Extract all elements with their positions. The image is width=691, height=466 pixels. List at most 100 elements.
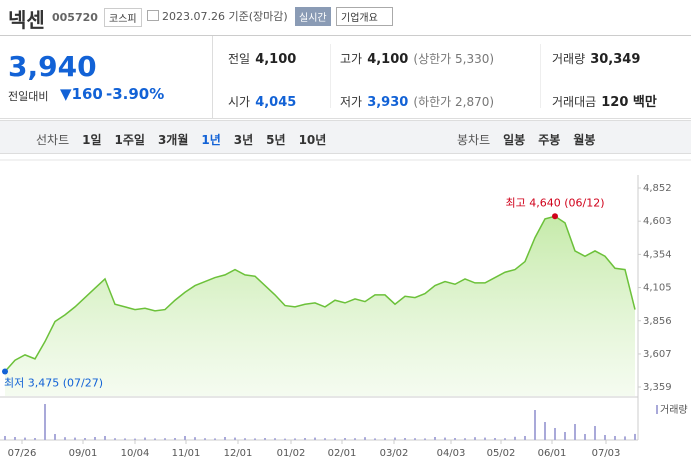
divider <box>540 44 541 108</box>
volume-bar <box>514 436 516 440</box>
volume-bar <box>554 428 556 440</box>
volume-bar <box>564 432 566 440</box>
tab[interactable]: 3개월 <box>157 133 189 147</box>
volume-bar <box>144 437 146 440</box>
volume-bar <box>24 437 26 440</box>
x-tick-label: 06/01 <box>538 448 567 459</box>
volume-bar <box>94 437 96 440</box>
volume-bar <box>504 438 506 440</box>
volume-bar <box>604 435 606 440</box>
realtime-button[interactable]: 실시간 <box>295 7 331 26</box>
tab[interactable]: 5년 <box>266 133 286 147</box>
volume-bar <box>314 437 316 440</box>
y-tick-label: 4,852 <box>643 183 672 194</box>
volume-bar <box>544 422 546 440</box>
change-value: 160 <box>71 85 103 103</box>
divider <box>212 36 213 118</box>
tab[interactable]: 1년 <box>201 133 221 147</box>
y-tick-label: 3,359 <box>643 382 672 393</box>
volume-bar <box>534 410 536 440</box>
tab[interactable]: 1일 <box>82 133 102 147</box>
x-tick-label: 01/02 <box>277 448 306 459</box>
market-badge: 코스피 <box>104 8 142 27</box>
volume-bar <box>264 438 266 440</box>
quote-value: 30,349 <box>590 52 641 67</box>
annotation: 최고 4,640 (06/12) <box>505 196 604 209</box>
quote-value: 4,100 <box>255 52 297 67</box>
change-label: 전일대비 <box>8 90 49 103</box>
quote-cell: 고가 4,100 (상한가 5,330) <box>340 48 494 67</box>
current-price: 3,940 <box>8 50 97 83</box>
volume-bar <box>214 438 216 440</box>
y-tick-label: 4,354 <box>643 249 672 260</box>
volume-bar <box>44 404 46 440</box>
x-tick-label: 09/01 <box>69 448 98 459</box>
x-tick-label: 02/01 <box>328 448 357 459</box>
volume-bar <box>224 437 226 440</box>
tab[interactable]: 일봉 <box>503 133 526 147</box>
tab[interactable]: 1주일 <box>114 133 145 147</box>
y-tick-label: 3,856 <box>643 316 672 327</box>
volume-bar <box>614 436 616 440</box>
company-dropdown[interactable]: 기업개요 <box>336 7 393 26</box>
calendar-icon <box>147 10 159 21</box>
quote-cell: 시가 4,045 <box>228 91 296 110</box>
volume-bar <box>134 438 136 440</box>
volume-bar <box>124 438 126 440</box>
volume-bar <box>34 438 36 440</box>
x-tick-label: 04/03 <box>437 448 466 459</box>
volume-bar <box>454 438 456 440</box>
volume-bar <box>254 438 256 440</box>
extreme-dot <box>2 368 8 375</box>
tab[interactable]: 월봉 <box>573 133 596 147</box>
tab[interactable]: 3년 <box>233 133 254 147</box>
volume-bar <box>414 438 416 440</box>
volume-bar <box>114 438 116 440</box>
tab[interactable]: 주봉 <box>538 133 561 147</box>
volume-bar <box>464 438 466 440</box>
volume-bar <box>274 438 276 440</box>
x-tick-label: 12/01 <box>224 448 253 459</box>
volume-bar <box>384 438 386 440</box>
volume-bar <box>104 436 106 440</box>
quote-value: 4,045 <box>255 95 297 110</box>
volume-legend-swatch <box>656 405 658 414</box>
volume-bar <box>244 438 246 440</box>
volume-bar <box>64 437 66 440</box>
volume-bar <box>394 437 396 440</box>
volume-bar <box>344 438 346 440</box>
volume-bar <box>434 437 436 440</box>
volume-bar <box>304 438 306 440</box>
volume-bar <box>204 438 206 440</box>
line <box>4 215 636 373</box>
volume-bar <box>584 434 586 440</box>
volume-bar <box>4 436 6 440</box>
quote-value: 4,100 <box>367 52 409 67</box>
tab-bar <box>0 120 691 154</box>
volume-bar <box>14 437 16 440</box>
y-tick-label: 4,105 <box>643 283 672 294</box>
quote-label: 시가 <box>228 95 251 109</box>
x-tick-label: 03/02 <box>380 448 409 459</box>
volume-bar <box>364 437 366 440</box>
x-tick-label: 11/01 <box>172 448 201 459</box>
quote-label: 거래대금 <box>552 95 597 109</box>
quote-value: 120 백만 <box>601 95 657 110</box>
volume-bar <box>374 438 376 440</box>
x-tick-label: 10/04 <box>121 448 150 459</box>
volume-bar <box>234 437 236 440</box>
volume-bar <box>74 437 76 440</box>
quote-sub: (하한가 2,870) <box>413 95 495 109</box>
volume-bar <box>634 433 636 440</box>
volume-bar <box>594 426 596 440</box>
change: ▼160 <box>60 85 103 103</box>
quote-cell: 거래대금 120 백만 <box>552 91 657 110</box>
quote-cell: 저가 3,930 (하한가 2,870) <box>340 91 494 110</box>
line-tabs: 선차트 1일 1주일 3개월 1년 3년 5년 10년 <box>36 129 339 148</box>
tab[interactable]: 10년 <box>298 133 327 147</box>
x-tick-label: 07/26 <box>8 448 37 459</box>
tab-label: 선차트 <box>36 133 70 147</box>
area <box>5 216 635 396</box>
